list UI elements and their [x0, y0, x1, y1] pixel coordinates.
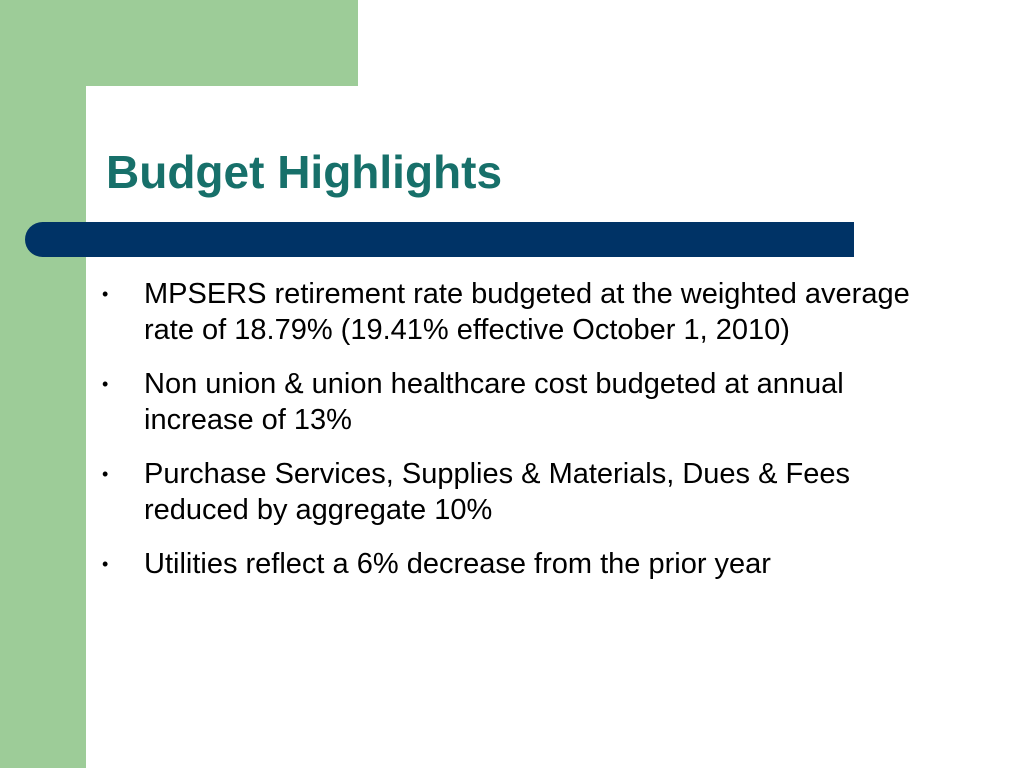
bullet-item-healthcare-cost: • Non union & union healthcare cost budg… — [102, 366, 952, 438]
decorative-green-band-left — [0, 0, 86, 768]
bullet-text: Utilities reflect a 6% decrease from the… — [144, 548, 771, 580]
bullet-item-utilities: • Utilities reflect a 6% decrease from t… — [102, 546, 952, 582]
bullet-text: MPSERS retirement rate budgeted at the w… — [144, 278, 910, 346]
bullet-item-retirement-rate: • MPSERS retirement rate budgeted at the… — [102, 276, 952, 348]
title-underline-bar — [25, 222, 854, 257]
bullet-text: Purchase Services, Supplies & Materials,… — [144, 458, 850, 526]
decorative-green-band-top — [0, 0, 358, 86]
bullet-dot-icon: • — [102, 374, 109, 394]
bullet-dot-icon: • — [102, 284, 109, 304]
bullet-item-purchase-services: • Purchase Services, Supplies & Material… — [102, 456, 952, 528]
bullet-text: Non union & union healthcare cost budget… — [144, 368, 844, 436]
bullet-list: • MPSERS retirement rate budgeted at the… — [102, 276, 952, 600]
bullet-dot-icon: • — [102, 554, 109, 574]
bullet-dot-icon: • — [102, 464, 109, 484]
slide-title: Budget Highlights — [106, 146, 503, 198]
decorative-rounded-corner — [86, 86, 206, 206]
